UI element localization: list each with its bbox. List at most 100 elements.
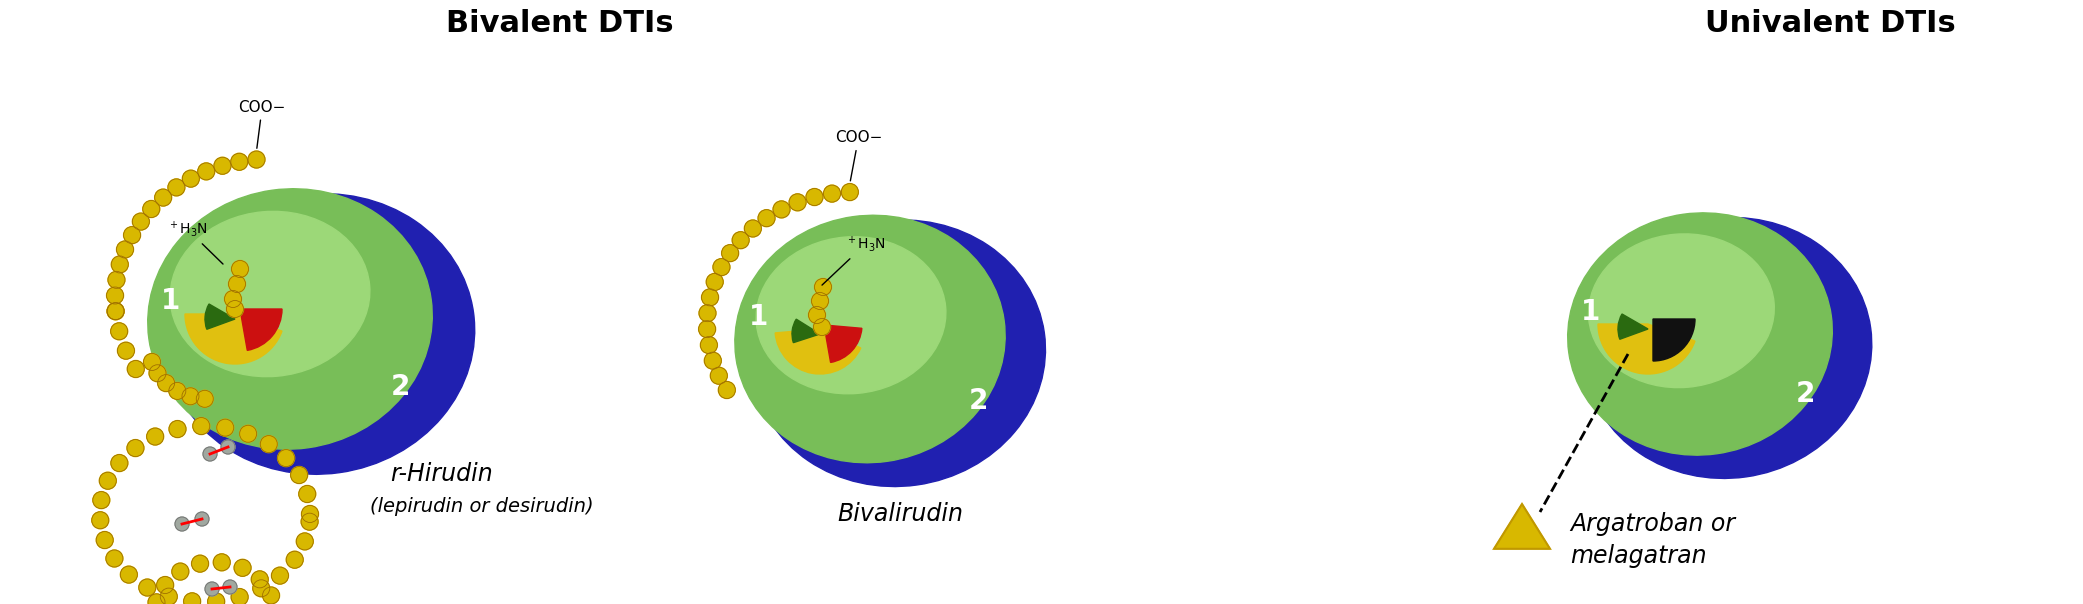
Circle shape <box>227 301 244 318</box>
Text: $^+$H$_3$N: $^+$H$_3$N <box>167 219 223 264</box>
Ellipse shape <box>165 194 475 474</box>
Circle shape <box>277 449 294 467</box>
Text: Bivalirudin: Bivalirudin <box>837 502 962 526</box>
Text: Argatroban or: Argatroban or <box>1571 512 1735 536</box>
Circle shape <box>215 157 231 174</box>
Circle shape <box>148 594 165 604</box>
Circle shape <box>223 580 237 594</box>
Circle shape <box>150 365 167 382</box>
Circle shape <box>158 374 175 391</box>
Circle shape <box>117 241 133 258</box>
Circle shape <box>204 582 219 596</box>
Circle shape <box>296 533 312 550</box>
Text: 2: 2 <box>1796 380 1814 408</box>
Circle shape <box>700 336 717 353</box>
Circle shape <box>106 303 125 320</box>
Circle shape <box>100 472 117 489</box>
Ellipse shape <box>148 188 433 449</box>
Ellipse shape <box>735 215 1006 463</box>
Circle shape <box>285 551 304 568</box>
Text: Univalent DTIs: Univalent DTIs <box>1704 10 1956 39</box>
Circle shape <box>169 179 185 196</box>
Circle shape <box>212 554 231 571</box>
Circle shape <box>814 318 831 335</box>
Ellipse shape <box>1568 213 1833 455</box>
Circle shape <box>773 201 789 218</box>
Circle shape <box>117 342 135 359</box>
Wedge shape <box>240 309 281 350</box>
Circle shape <box>144 201 160 217</box>
Circle shape <box>302 506 319 522</box>
Wedge shape <box>775 329 860 374</box>
Circle shape <box>110 455 127 472</box>
Circle shape <box>231 588 248 604</box>
Wedge shape <box>1598 324 1696 374</box>
Circle shape <box>806 188 823 205</box>
Wedge shape <box>825 325 862 362</box>
Circle shape <box>814 278 831 295</box>
Circle shape <box>298 486 317 503</box>
Text: COO−: COO− <box>835 130 883 181</box>
Wedge shape <box>185 314 281 364</box>
Circle shape <box>710 367 727 384</box>
Circle shape <box>702 289 719 306</box>
Circle shape <box>700 304 717 322</box>
Circle shape <box>133 213 150 230</box>
Circle shape <box>731 232 750 249</box>
Circle shape <box>302 513 319 530</box>
Circle shape <box>240 425 256 442</box>
Circle shape <box>229 275 246 292</box>
Circle shape <box>231 153 248 170</box>
Circle shape <box>110 256 129 273</box>
Circle shape <box>252 580 271 597</box>
Circle shape <box>744 220 762 237</box>
Ellipse shape <box>752 220 1046 487</box>
Circle shape <box>758 210 775 226</box>
Text: (lepirudin or desirudin): (lepirudin or desirudin) <box>371 498 594 516</box>
Circle shape <box>96 532 112 548</box>
Circle shape <box>127 361 144 378</box>
Circle shape <box>175 517 190 531</box>
Circle shape <box>106 550 123 567</box>
Circle shape <box>181 388 200 405</box>
Circle shape <box>248 151 265 168</box>
Text: r-Hirudin: r-Hirudin <box>390 462 494 486</box>
Wedge shape <box>1654 319 1696 361</box>
Circle shape <box>292 466 308 484</box>
Text: 1: 1 <box>1581 298 1600 326</box>
Wedge shape <box>204 304 235 329</box>
Circle shape <box>719 382 735 399</box>
Circle shape <box>183 170 200 187</box>
Circle shape <box>196 390 212 407</box>
Text: 1: 1 <box>160 287 179 315</box>
Polygon shape <box>1494 504 1550 549</box>
Circle shape <box>127 440 144 457</box>
Circle shape <box>171 563 190 580</box>
Circle shape <box>233 559 252 576</box>
Circle shape <box>842 184 858 201</box>
Circle shape <box>221 440 235 454</box>
Circle shape <box>706 274 723 291</box>
Circle shape <box>183 593 200 604</box>
Circle shape <box>225 291 242 307</box>
Text: melagatran: melagatran <box>1571 544 1706 568</box>
Ellipse shape <box>756 237 946 394</box>
Circle shape <box>712 259 729 275</box>
Text: 1: 1 <box>748 303 769 331</box>
Circle shape <box>94 492 110 509</box>
Circle shape <box>231 260 248 277</box>
Circle shape <box>144 353 160 370</box>
Text: 2: 2 <box>390 373 410 401</box>
Ellipse shape <box>1583 217 1873 478</box>
Circle shape <box>108 271 125 288</box>
Circle shape <box>123 226 140 243</box>
Text: 2: 2 <box>969 387 987 415</box>
Circle shape <box>192 555 208 572</box>
Circle shape <box>106 287 123 304</box>
Ellipse shape <box>1589 234 1775 388</box>
Circle shape <box>92 512 108 528</box>
Circle shape <box>721 245 739 262</box>
Circle shape <box>160 588 177 604</box>
Circle shape <box>823 185 842 202</box>
Circle shape <box>198 163 215 180</box>
